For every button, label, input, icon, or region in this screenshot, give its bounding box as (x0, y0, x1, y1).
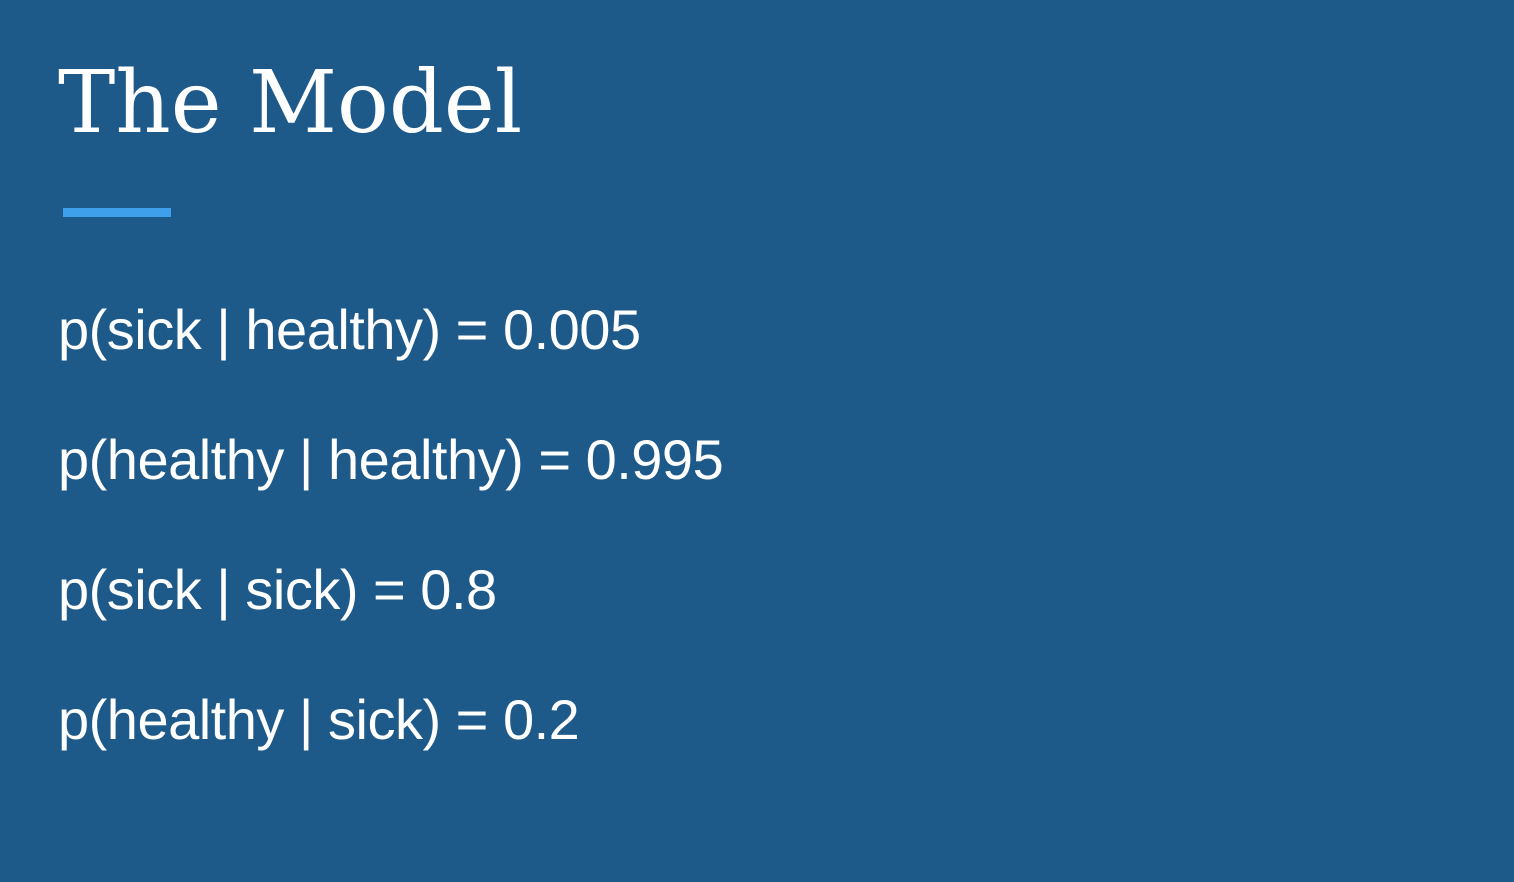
title-underline-accent (63, 208, 171, 217)
probability-line-healthy-given-healthy: p(healthy | healthy) = 0.995 (58, 428, 724, 491)
slide-title: The Model (58, 53, 523, 153)
probability-line-sick-given-sick: p(sick | sick) = 0.8 (58, 558, 497, 621)
probability-line-sick-given-healthy: p(sick | healthy) = 0.005 (58, 298, 641, 361)
probability-line-healthy-given-sick: p(healthy | sick) = 0.2 (58, 688, 580, 751)
probability-list: p(sick | healthy) = 0.005 p(healthy | he… (58, 290, 724, 810)
